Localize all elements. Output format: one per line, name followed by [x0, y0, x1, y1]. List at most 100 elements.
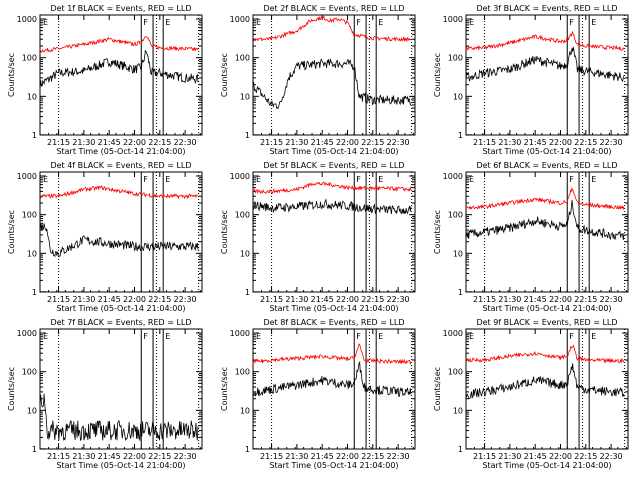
x-tick-label: 21:15 [47, 295, 70, 304]
panel: Det 6f BLACK = Events, RED = LLD 1 10 100 10… [433, 161, 629, 313]
panel: Det 5f BLACK = Events, RED = LLD 1 10 100 10… [220, 161, 416, 313]
flag-label: E [256, 175, 261, 184]
x-tick-label: 22:30 [600, 138, 623, 147]
events-line [252, 198, 412, 215]
lld-line [39, 36, 199, 53]
x-axis-label: Start Time (05-Oct-14 21:04:00) [56, 304, 185, 313]
y-tick-label: 1000 [443, 172, 463, 181]
x-tick-label: 22:00 [123, 138, 146, 147]
plot-frame [39, 171, 203, 293]
chart-title: Det 9f BLACK = Events, RED = LLD [476, 318, 617, 327]
x-axis-label: Start Time (05-Oct-14 21:04:00) [482, 147, 611, 156]
y-axis-label: Counts/sec [433, 53, 442, 97]
x-tick-label: 22:00 [336, 138, 359, 147]
y-tick-label: 10 [27, 406, 37, 415]
flag-label: F [569, 175, 574, 184]
lld-line [465, 344, 625, 364]
y-tick-label: 10 [240, 249, 250, 258]
x-tick-label: 21:45 [311, 138, 334, 147]
lld-line [465, 186, 625, 211]
chart-title: Det 7f BLACK = Events, RED = LLD [50, 318, 191, 327]
y-tick-label: 10 [27, 249, 37, 258]
x-tick-label: 21:15 [47, 452, 70, 461]
events-line [252, 361, 412, 398]
x-tick-label: 22:00 [123, 295, 146, 304]
y-tick-label: 100 [448, 54, 463, 63]
flag-label: E [378, 175, 383, 184]
flag-label: E [469, 18, 474, 27]
x-tick-label: 22:15 [361, 138, 384, 147]
y-tick-label: 1000 [230, 329, 250, 338]
x-tick-label: 21:15 [47, 138, 70, 147]
y-tick-label: 1000 [17, 15, 37, 24]
x-tick-label: 21:30 [498, 452, 521, 461]
x-tick-label: 21:15 [473, 138, 496, 147]
x-tick-label: 22:15 [361, 295, 384, 304]
x-tick-label: 21:30 [498, 138, 521, 147]
x-tick-label: 21:30 [285, 295, 308, 304]
flag-label: E [256, 332, 261, 341]
flag-label: E [165, 332, 170, 341]
x-tick-label: 21:45 [524, 452, 547, 461]
x-tick-label: 21:45 [524, 138, 547, 147]
x-tick-label: 21:30 [498, 295, 521, 304]
x-axis-label: Start Time (05-Oct-14 21:04:00) [56, 147, 185, 156]
flag-label: E [165, 18, 170, 27]
plot-frame [252, 328, 416, 450]
lld-line [252, 343, 412, 365]
x-tick-label: 21:45 [98, 138, 121, 147]
events-line [465, 363, 625, 399]
y-tick-label: 10 [27, 92, 37, 101]
x-axis-label: Start Time (05-Oct-14 21:04:00) [482, 461, 611, 470]
plot-frame [39, 328, 203, 450]
x-tick-label: 22:30 [174, 138, 197, 147]
panel: Det 2f BLACK = Events, RED = LLD 1 10 100 10… [220, 4, 416, 156]
flag-label: E [165, 175, 170, 184]
chart-title: Det 2f BLACK = Events, RED = LLD [263, 4, 404, 13]
x-tick-label: 21:45 [98, 452, 121, 461]
flag-label: F [143, 332, 148, 341]
flag-label: E [43, 18, 48, 27]
x-tick-label: 22:30 [174, 452, 197, 461]
y-tick-label: 1 [32, 445, 37, 454]
y-tick-label: 10 [240, 92, 250, 101]
plot-frame [465, 14, 629, 136]
x-tick-label: 21:45 [524, 295, 547, 304]
x-tick-label: 21:30 [72, 452, 95, 461]
x-tick-label: 22:00 [336, 295, 359, 304]
flag-label: F [569, 18, 574, 27]
events-line [39, 393, 199, 442]
x-tick-label: 22:15 [361, 452, 384, 461]
x-tick-label: 21:45 [98, 295, 121, 304]
y-tick-label: 1000 [443, 15, 463, 24]
y-tick-label: 1 [32, 131, 37, 140]
plot-frame [39, 14, 203, 136]
panel: Det 9f BLACK = Events, RED = LLD 1 10 100 10… [433, 318, 629, 470]
flag-label: E [469, 332, 474, 341]
y-axis-label: Counts/sec [220, 53, 229, 97]
lld-line [252, 15, 412, 43]
y-axis-label: Counts/sec [220, 367, 229, 411]
chart-title: Det 5f BLACK = Events, RED = LLD [263, 161, 404, 170]
panel: Det 8f BLACK = Events, RED = LLD 1 10 100 10… [220, 318, 416, 470]
events-line [39, 223, 199, 258]
y-tick-label: 1000 [230, 15, 250, 24]
flag-label: E [43, 332, 48, 341]
flag-label: F [143, 175, 148, 184]
flag-label: F [356, 175, 361, 184]
x-axis-label: Start Time (05-Oct-14 21:04:00) [269, 304, 398, 313]
x-tick-label: 21:15 [260, 138, 283, 147]
chart-title: Det 3f BLACK = Events, RED = LLD [476, 4, 617, 13]
y-axis-label: Counts/sec [7, 53, 16, 97]
panel: Det 1f BLACK = Events, RED = LLD 1 10 100 10… [7, 4, 203, 156]
events-line [252, 58, 412, 110]
x-tick-label: 22:30 [600, 452, 623, 461]
y-tick-label: 1 [245, 445, 250, 454]
y-tick-label: 100 [22, 368, 37, 377]
panel: Det 4f BLACK = Events, RED = LLD 1 10 100 10… [7, 161, 203, 313]
plot-frame [252, 14, 416, 136]
x-tick-label: 21:30 [72, 295, 95, 304]
y-tick-label: 100 [22, 211, 37, 220]
y-tick-label: 1 [245, 131, 250, 140]
